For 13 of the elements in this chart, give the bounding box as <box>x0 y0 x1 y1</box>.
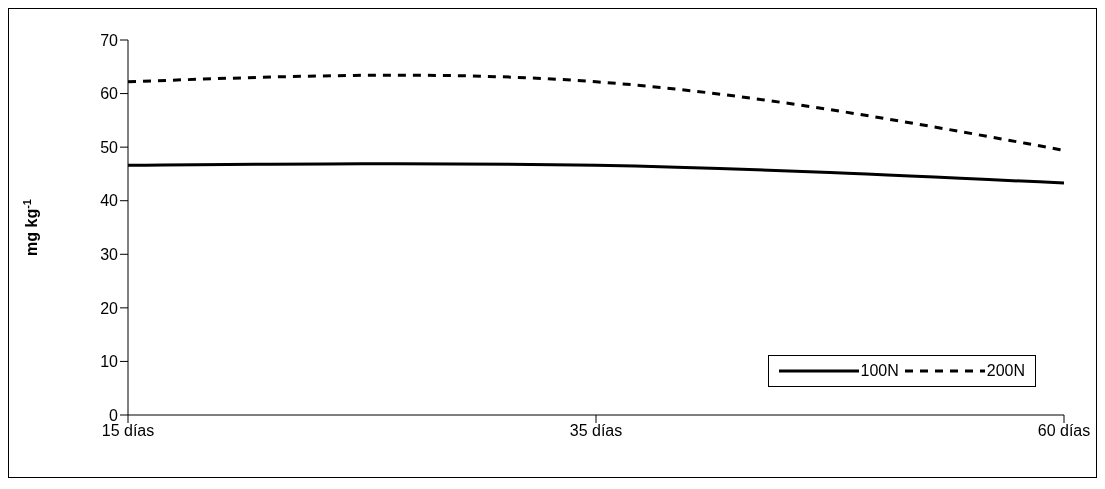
x-tick-label: 15 días <box>101 422 155 440</box>
legend-label: 200N <box>986 362 1025 380</box>
y-tick-label: 60 <box>100 85 119 103</box>
y-tick-label: 70 <box>100 31 119 49</box>
legend-label: 100N <box>860 362 899 380</box>
y-tick-label: 10 <box>100 353 119 371</box>
y-tick-label: 50 <box>100 138 119 156</box>
y-tick-label: 30 <box>100 245 119 263</box>
x-tick-label: 35 días <box>569 422 623 440</box>
y-tick-label: 40 <box>100 192 119 210</box>
y-tick-label: 0 <box>109 406 119 424</box>
x-tick-label: 60 días <box>1037 422 1091 440</box>
y-tick-label: 20 <box>100 299 119 317</box>
